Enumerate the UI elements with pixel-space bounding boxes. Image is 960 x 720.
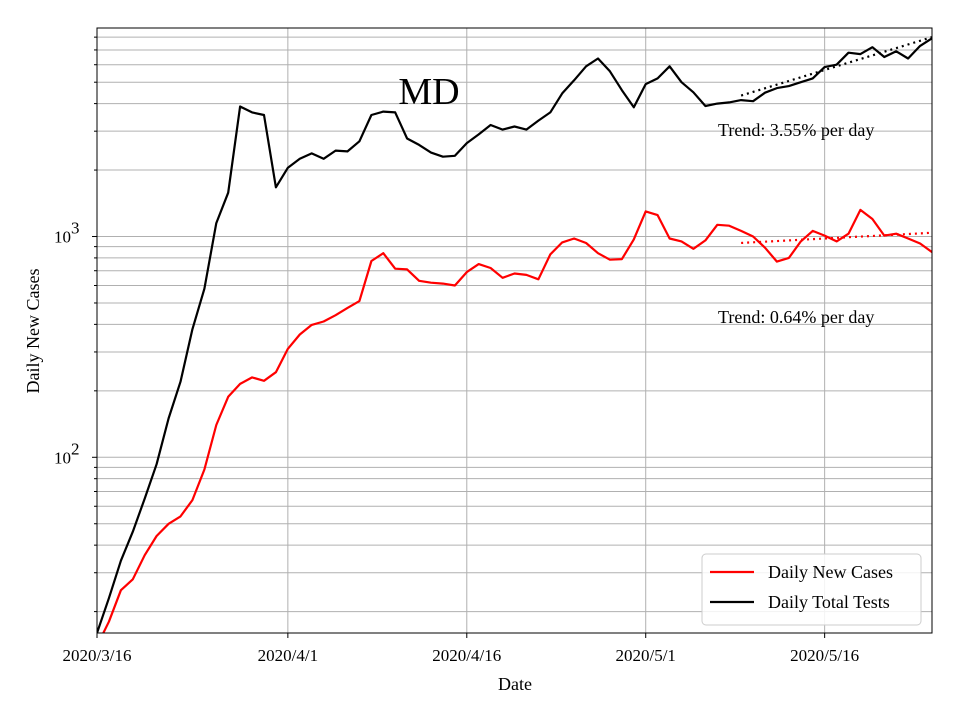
- y-tick-label-exponent: 3: [71, 219, 80, 238]
- trend-line-tests: [740, 36, 932, 97]
- series-lines: [97, 37, 932, 633]
- legend-label-cases: Daily New Cases: [768, 562, 893, 582]
- trend-label-tests: Trend: 3.55% per day: [718, 120, 874, 140]
- trend-line-cases: [741, 231, 932, 245]
- y-tick-label-exponent: 2: [71, 439, 80, 458]
- grid-lines: [96, 28, 932, 633]
- series-line-daily-new-cases: [102, 208, 932, 633]
- trend-lines: [740, 36, 932, 245]
- axis-ticks: 2020/3/16 2020/4/1 2020/4/16 2020/5/1 2020/5…: [54, 36, 859, 665]
- legend: Daily New Cases Daily Total Tests: [701, 553, 922, 626]
- x-tick-label: 2020/4/1: [258, 646, 318, 665]
- chart-title: MD: [398, 71, 459, 113]
- x-tick-label: 2020/5/1: [615, 646, 675, 665]
- y-axis-title: Daily New Cases: [23, 269, 43, 394]
- trend-label-cases: Trend: 0.64% per day: [718, 307, 874, 327]
- x-tick-label: 2020/4/16: [432, 646, 501, 665]
- plot-frame: [96, 27, 933, 634]
- x-tick-label: 2020/3/16: [63, 646, 132, 665]
- y-tick-label: 10: [54, 228, 71, 247]
- series-line-daily-total-tests: [97, 37, 932, 633]
- y-tick-label: 10: [54, 448, 71, 467]
- legend-box: [701, 553, 922, 626]
- legend-label-tests: Daily Total Tests: [768, 592, 890, 612]
- x-axis-title: Date: [498, 674, 532, 694]
- x-tick-label: 2020/5/16: [790, 646, 859, 665]
- annotations: Trend: 0.64% per day Trend: 3.55% per day: [718, 120, 874, 327]
